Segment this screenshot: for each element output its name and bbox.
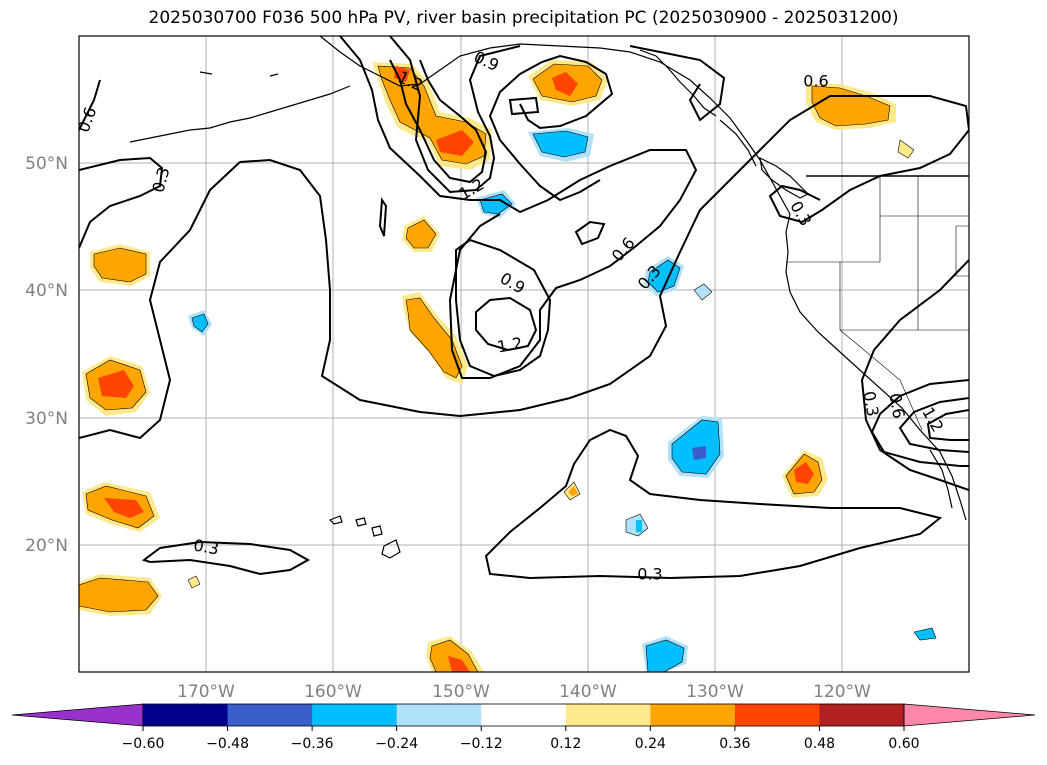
colorbar-segment <box>819 704 905 726</box>
contour-label: 0.3 <box>192 535 220 558</box>
colorbar-tick-label: −0.24 <box>375 736 418 752</box>
colorbar-segment <box>312 704 398 726</box>
colorbar-segment <box>565 704 651 726</box>
lon-label: 130°W <box>686 682 744 702</box>
colorbar-segment <box>650 704 736 726</box>
map-frame <box>78 35 970 673</box>
colorbar-tick-label: −0.60 <box>122 736 165 752</box>
colorbar-extend-high <box>903 703 1036 727</box>
lat-label: 20°N <box>25 536 68 556</box>
lat-label: 40°N <box>25 281 68 301</box>
colorbar-tick-label: −0.36 <box>291 736 334 752</box>
contour-label: 0.6 <box>803 72 828 91</box>
contour-label: 0.3 <box>637 565 662 584</box>
colorbar-extend-low <box>11 703 144 727</box>
contour-label: 1.2 <box>496 333 524 356</box>
lon-label: 150°W <box>432 682 490 702</box>
colorbar-tick-label: 0.36 <box>719 736 750 752</box>
colorbar: −0.60 −0.48 −0.36 −0.24 −0.12 0.12 0.24 0.36 0.4… <box>11 703 1036 752</box>
colorbar-tick-label: 0.60 <box>888 736 919 752</box>
colorbar-outline <box>142 703 905 727</box>
map-title: 2025030700 F036 500 hPa PV, river basin … <box>148 8 899 28</box>
state-borders <box>786 176 969 431</box>
lon-label: 140°W <box>559 682 617 702</box>
colorbar-tick-label: 0.24 <box>635 736 666 752</box>
colorbar-segment <box>143 704 229 726</box>
lon-label: 170°W <box>177 682 235 702</box>
lat-label: 30°N <box>25 409 68 429</box>
lat-label: 50°N <box>25 154 68 174</box>
colorbar-tick-label: −0.48 <box>206 736 249 752</box>
colorbar-segment <box>396 704 482 726</box>
colorbar-segment <box>734 704 820 726</box>
colorbar-segment <box>481 704 567 726</box>
contour-label: 0.6 <box>885 392 908 420</box>
colorbar-tick-label: 0.48 <box>804 736 835 752</box>
lon-label: 160°W <box>304 682 362 702</box>
colorbar-tick-label: 0.12 <box>550 736 581 752</box>
lon-label: 120°W <box>813 682 871 702</box>
pv-contours <box>79 36 969 580</box>
precipitation-fill <box>79 60 937 672</box>
contour-label: 0.3 <box>859 390 882 418</box>
colorbar-segment <box>227 704 313 726</box>
colorbar-tick-label: −0.12 <box>460 736 503 752</box>
